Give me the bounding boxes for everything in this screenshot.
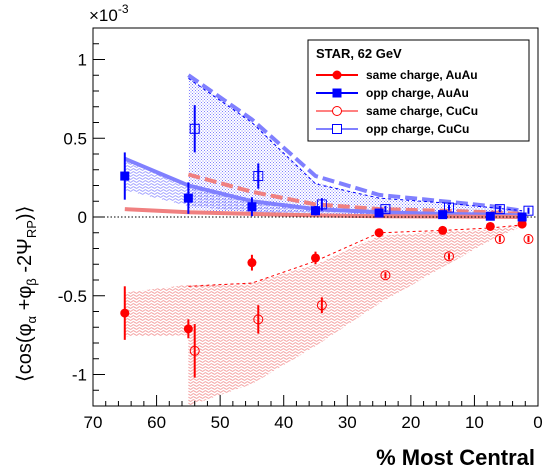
marker-same_auau — [517, 219, 527, 229]
marker-opp_cucu — [316, 199, 327, 210]
marker-same_cucu — [523, 234, 534, 245]
marker-same_cucu — [380, 270, 391, 281]
marker-opp_auau — [120, 171, 130, 181]
marker-opp_auau — [374, 208, 384, 218]
legend-marker-filled-circle — [332, 70, 342, 80]
x-tick-label: 30 — [338, 413, 357, 432]
x-axis-label: % Most Central — [376, 445, 535, 470]
data-markers — [120, 123, 534, 356]
x-tick-label: 40 — [274, 413, 293, 432]
marker-same_cucu — [189, 345, 200, 356]
legend-entry-same-auau: same charge, AuAu — [316, 68, 478, 82]
x-tick-label: 50 — [211, 413, 230, 432]
x-tick-label: 20 — [401, 413, 420, 432]
marker-same_auau — [120, 308, 130, 318]
marker-opp_cucu — [380, 204, 391, 215]
marker-opp_auau — [183, 193, 193, 203]
band-red_band_cucu — [188, 224, 523, 406]
legend-label: opp charge, CuCu — [366, 122, 469, 136]
marker-same_auau — [247, 258, 257, 268]
marker-same_auau — [374, 228, 384, 238]
axis-ticks — [92, 27, 539, 407]
band-blue_band_cucu — [188, 75, 523, 217]
y-axis-label: ⟨cos(φα +φβ -2ΨRP)⟩ — [14, 206, 39, 382]
x-tick-label: 70 — [84, 413, 103, 432]
legend-label: opp charge, AuAu — [366, 86, 469, 100]
marker-opp_auau — [247, 202, 257, 212]
marker-same_auau — [438, 225, 448, 235]
legend-marker-open-square — [332, 124, 342, 134]
y-tick-label: 0 — [78, 208, 87, 227]
legend-marker-filled-square — [332, 88, 342, 98]
marker-opp_auau — [438, 210, 448, 220]
marker-same_auau — [485, 221, 495, 231]
legend-box — [307, 39, 530, 142]
marker-opp_auau — [311, 206, 320, 216]
marker-same_cucu — [253, 314, 264, 325]
legend-entry-opp-cucu: opp charge, CuCu — [316, 122, 469, 136]
legend-entry-opp-auau: opp charge, AuAu — [316, 86, 469, 100]
y-tick-label: 1 — [78, 51, 87, 70]
marker-same_cucu — [316, 300, 327, 311]
legend-label: same charge, AuAu — [366, 68, 478, 82]
line-blue_dashed — [187, 73, 523, 213]
line-blue_dashed_upper — [188, 77, 523, 212]
x-tick-label: 10 — [465, 413, 484, 432]
uncertainty-bands — [124, 75, 523, 406]
y-tick-label: -1 — [72, 366, 87, 385]
marker-same_auau — [183, 324, 193, 334]
marker-opp_cucu — [494, 204, 505, 215]
line-blue_solid — [124, 156, 523, 218]
x-tick-labels: 70 60 50 40 30 20 10 0 — [84, 413, 543, 432]
marker-opp_cucu — [189, 123, 200, 134]
y-tick-labels: -1 -0.5 0 0.5 1 — [58, 51, 87, 385]
x-tick-label: 0 — [533, 413, 542, 432]
marker-opp_auau — [485, 211, 495, 221]
y-tick-label: 0.5 — [63, 129, 87, 148]
y-scale-label: ×10-3 — [89, 2, 129, 25]
legend-title: STAR, 62 GeV — [316, 46, 402, 61]
marker-opp_auau — [517, 212, 527, 222]
legend-label: same charge, CuCu — [366, 104, 478, 118]
y-tick-label: -0.5 — [58, 287, 87, 306]
marker-same_auau — [311, 253, 320, 263]
marker-opp_cucu — [253, 171, 264, 182]
marker-opp_cucu — [444, 202, 454, 213]
legend: STAR, 62 GeV same charge, AuAu opp charg… — [307, 39, 530, 142]
x-tick-label: 60 — [147, 413, 166, 432]
marker-same_cucu — [494, 234, 505, 245]
marker-same_cucu — [444, 251, 454, 262]
marker-opp_cucu — [523, 205, 534, 216]
legend-marker-open-circle — [332, 106, 342, 116]
band-blue_band_auau — [124, 158, 523, 217]
legend-entry-same-cucu: same charge, CuCu — [316, 104, 478, 118]
band-red_band_auau — [124, 284, 189, 337]
